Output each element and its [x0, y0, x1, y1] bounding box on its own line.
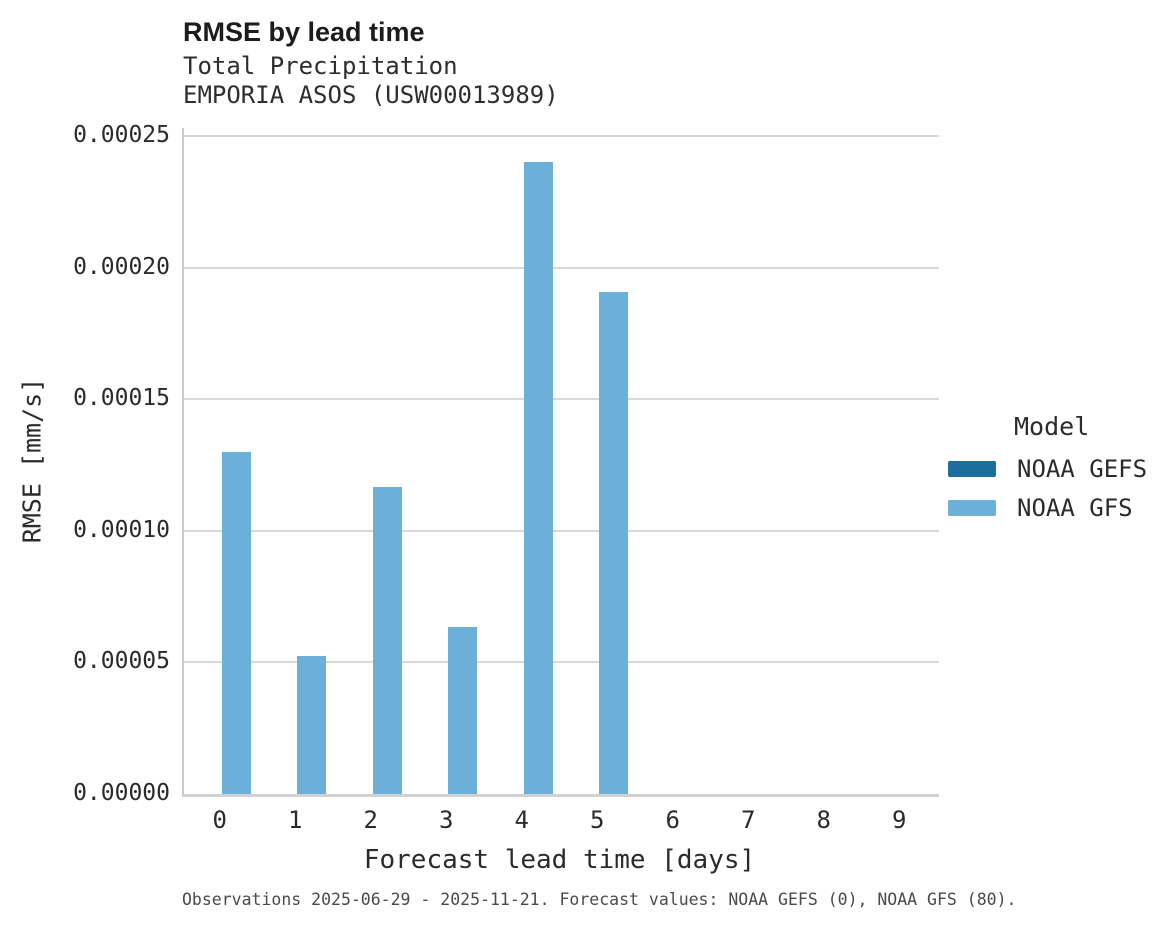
x-tick-label: 1	[288, 806, 303, 834]
y-tick-label: 0.00010	[73, 516, 170, 543]
legend-item-noaa-gefs: NOAA GEFS	[948, 455, 1147, 483]
plot-area	[182, 128, 939, 797]
legend-label: NOAA GEFS	[1017, 455, 1148, 483]
x-tick-label: 9	[892, 806, 907, 834]
legend-title: Model	[1014, 412, 1090, 441]
y-tick-label: 0.00020	[73, 253, 170, 280]
chart-subtitle-station: EMPORIA ASOS (USW00013989)	[183, 81, 559, 109]
y-tick-label: 0.00025	[73, 121, 170, 148]
chart-subtitle-variable: Total Precipitation	[183, 52, 458, 80]
x-tick-label: 4	[514, 806, 529, 834]
bar-noaa-gfs-day3	[448, 627, 477, 794]
x-tick-label: 8	[816, 806, 831, 834]
legend: Model NOAA GEFS NOAA GFS	[948, 412, 1147, 533]
gridline	[184, 266, 939, 269]
footnote-caption: Observations 2025-06-29 - 2025-11-21. Fo…	[182, 890, 1017, 909]
x-tick-label: 7	[741, 806, 756, 834]
gridline	[184, 134, 939, 137]
x-tick-label: 3	[439, 806, 454, 834]
bar-noaa-gfs-day2	[373, 487, 402, 794]
bar-noaa-gfs-day0	[222, 452, 251, 794]
gridline	[184, 398, 939, 401]
bar-noaa-gfs-day1	[297, 656, 326, 794]
bar-noaa-gfs-day5	[599, 292, 628, 794]
x-tick-label: 6	[665, 806, 680, 834]
y-tick-label: 0.00000	[73, 780, 170, 806]
bar-noaa-gfs-day4	[524, 162, 553, 794]
legend-label: NOAA GFS	[1017, 494, 1133, 522]
y-tick-label: 0.00005	[73, 648, 170, 675]
y-axis-label: RMSE [mm/s]	[17, 377, 47, 544]
x-tick-label: 2	[363, 806, 378, 834]
gridline	[184, 529, 939, 532]
legend-swatch-noaa-gfs	[948, 500, 996, 516]
x-tick-label: 0	[212, 806, 227, 834]
x-axis-label: Forecast lead time [days]	[363, 845, 756, 875]
legend-item-noaa-gfs: NOAA GFS	[948, 494, 1147, 522]
legend-swatch-noaa-gefs	[948, 461, 996, 477]
y-tick-label: 0.00015	[73, 385, 170, 412]
gridline	[184, 661, 939, 664]
x-tick-label: 5	[590, 806, 605, 834]
chart-title: RMSE by lead time	[183, 17, 425, 47]
legend-items: NOAA GEFS NOAA GFS	[948, 455, 1147, 522]
